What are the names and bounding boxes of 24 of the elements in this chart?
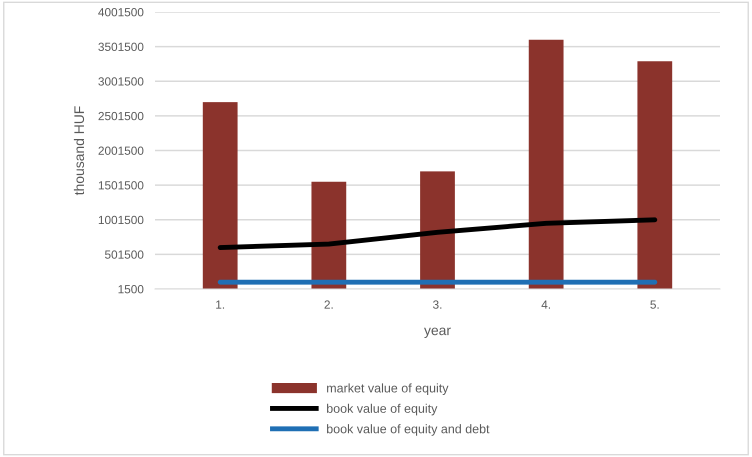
- y-tick-label: 3001500: [98, 77, 144, 86]
- legend-label: market value of equity: [327, 383, 448, 395]
- bar: [528, 40, 564, 289]
- x-tick-label: 2.: [324, 300, 333, 309]
- y-tick-label: 2001500: [98, 146, 144, 155]
- legend-label: book value of equity: [327, 404, 438, 416]
- bar: [420, 171, 455, 289]
- y-tick-label: 1501500: [98, 181, 144, 190]
- y-tick-label: 3501500: [98, 42, 144, 52]
- y-tick-label: 2501500: [98, 112, 144, 120]
- x-axis-title: year: [424, 328, 451, 338]
- y-axis-title: thousand HUF: [74, 106, 84, 196]
- y-tick-label: 1500: [118, 285, 144, 294]
- y-tick-label: 1001500: [98, 216, 144, 224]
- bar: [202, 102, 238, 289]
- legend-label: book value of equity and debt: [327, 424, 490, 436]
- x-tick-label: 4.: [542, 300, 550, 309]
- line-series: [218, 217, 658, 250]
- bar: [637, 61, 672, 289]
- x-tick-label: 1.: [216, 300, 224, 309]
- y-tick-label: 4001500: [98, 8, 144, 16]
- x-tick-label: 3.: [433, 300, 442, 309]
- y-tick-label: 501500: [104, 250, 144, 259]
- x-tick-label: 5.: [650, 300, 659, 309]
